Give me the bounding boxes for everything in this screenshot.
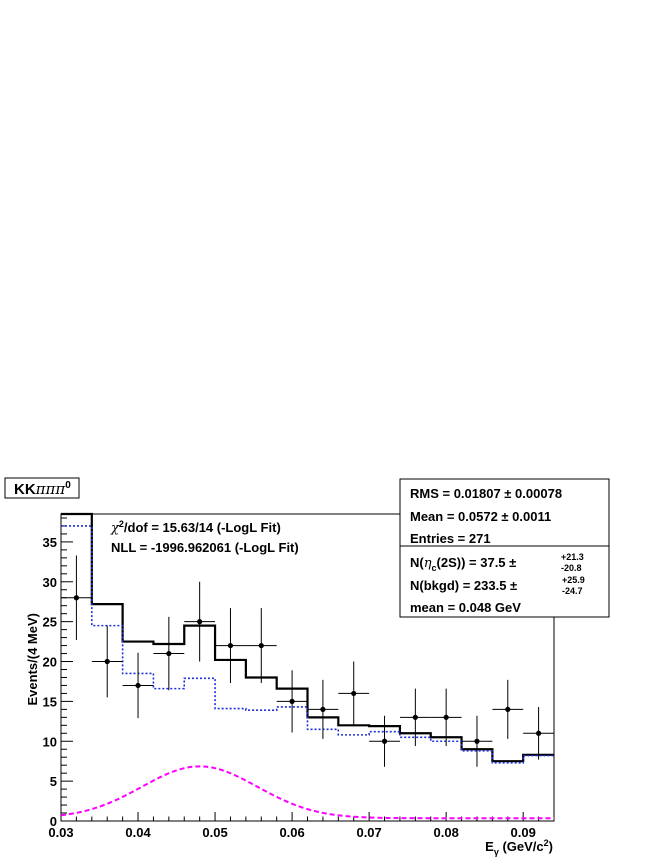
x-tick-label: 0.03 bbox=[48, 825, 73, 840]
y-tick-label: 25 bbox=[43, 615, 57, 630]
data-point bbox=[215, 608, 246, 684]
title-box: KKπππ0 bbox=[4, 477, 80, 499]
series-layer bbox=[60, 512, 554, 820]
chart-title: KKπππ0 bbox=[14, 480, 71, 498]
stats-n-bkgd: N(bkgd) = 233.5 ± bbox=[410, 578, 517, 593]
stats-n-bkgd-err-down: -24.7 bbox=[562, 586, 583, 596]
y-axis-label: Events/(4 MeV) bbox=[25, 613, 40, 705]
x-tick-label: 0.05 bbox=[202, 825, 227, 840]
data-marker bbox=[474, 738, 480, 744]
stats-box: RMS = 0.01807 ± 0.00078 Mean = 0.0572 ± … bbox=[399, 478, 610, 618]
data-point bbox=[91, 625, 123, 698]
data-marker bbox=[135, 682, 141, 689]
data-marker bbox=[258, 642, 264, 649]
data-marker bbox=[443, 714, 449, 720]
data-point bbox=[399, 688, 431, 747]
data-marker bbox=[351, 690, 357, 697]
stats-entries: Entries = 271 bbox=[410, 531, 491, 546]
data-marker bbox=[197, 619, 203, 625]
data-point bbox=[492, 679, 524, 739]
data-point bbox=[338, 661, 370, 726]
x-axis-label: Eγ (GeV/c2) bbox=[485, 838, 553, 857]
data-marker bbox=[227, 642, 234, 649]
y-tick-label: 15 bbox=[43, 694, 57, 709]
data-marker bbox=[104, 658, 110, 665]
data-point bbox=[184, 581, 216, 662]
chi2-text: χ2/dof = 15.63/14 (-LogL Fit) bbox=[110, 519, 281, 536]
x-tick-label: 0.04 bbox=[125, 825, 151, 840]
data-point bbox=[61, 555, 92, 640]
total-fit-histogram bbox=[61, 512, 554, 763]
data-point bbox=[430, 688, 462, 747]
y-tick-label: 30 bbox=[43, 575, 57, 590]
data-marker bbox=[535, 730, 542, 736]
y-tick-label: 0 bbox=[50, 814, 57, 829]
x-tick-label: 0.07 bbox=[356, 825, 381, 840]
x-axis: 0.03 0.04 0.05 0.06 0.07 0.08 0.09 bbox=[48, 812, 555, 840]
data-point bbox=[153, 616, 185, 691]
data-marker bbox=[320, 706, 326, 712]
background-histogram bbox=[61, 525, 554, 764]
data-marker bbox=[73, 595, 80, 601]
data-point bbox=[276, 670, 308, 733]
data-points bbox=[61, 555, 554, 767]
data-marker bbox=[412, 714, 418, 720]
data-point bbox=[245, 608, 277, 684]
data-point bbox=[307, 679, 339, 739]
nll-text: NLL = -1996.962061 (-LogL Fit) bbox=[111, 540, 299, 555]
y-axis: 0 5 10 15 20 25 30 35 bbox=[43, 517, 73, 829]
y-tick-label: 35 bbox=[43, 535, 57, 550]
signal-curve bbox=[60, 765, 554, 820]
x-tick-label: 0.06 bbox=[279, 825, 304, 840]
data-marker bbox=[289, 698, 295, 704]
y-tick-label: 10 bbox=[43, 734, 57, 749]
y-tick-label: 20 bbox=[43, 655, 57, 670]
y-tick-label: 5 bbox=[50, 774, 57, 789]
data-point bbox=[523, 706, 554, 760]
data-marker bbox=[166, 650, 172, 657]
data-point bbox=[369, 715, 400, 767]
stats-n-signal-err-down: -20.8 bbox=[561, 563, 582, 573]
stats-mean: Mean = 0.0572 ± 0.0011 bbox=[410, 509, 551, 524]
data-marker bbox=[381, 738, 388, 744]
stats-n-signal: N(ηc(2S)) = 37.5 ± bbox=[410, 555, 516, 573]
data-point bbox=[122, 652, 154, 719]
stats-fit-mean: mean = 0.048 GeV bbox=[410, 600, 521, 615]
x-tick-label: 0.08 bbox=[434, 825, 459, 840]
stats-rms: RMS = 0.01807 ± 0.00078 bbox=[410, 486, 562, 501]
x-tick-label: 0.09 bbox=[511, 825, 536, 840]
stats-n-bkgd-err-up: +25.9 bbox=[562, 575, 585, 585]
data-marker bbox=[505, 706, 511, 712]
data-point bbox=[461, 715, 493, 767]
stats-n-signal-err-up: +21.3 bbox=[561, 552, 584, 562]
